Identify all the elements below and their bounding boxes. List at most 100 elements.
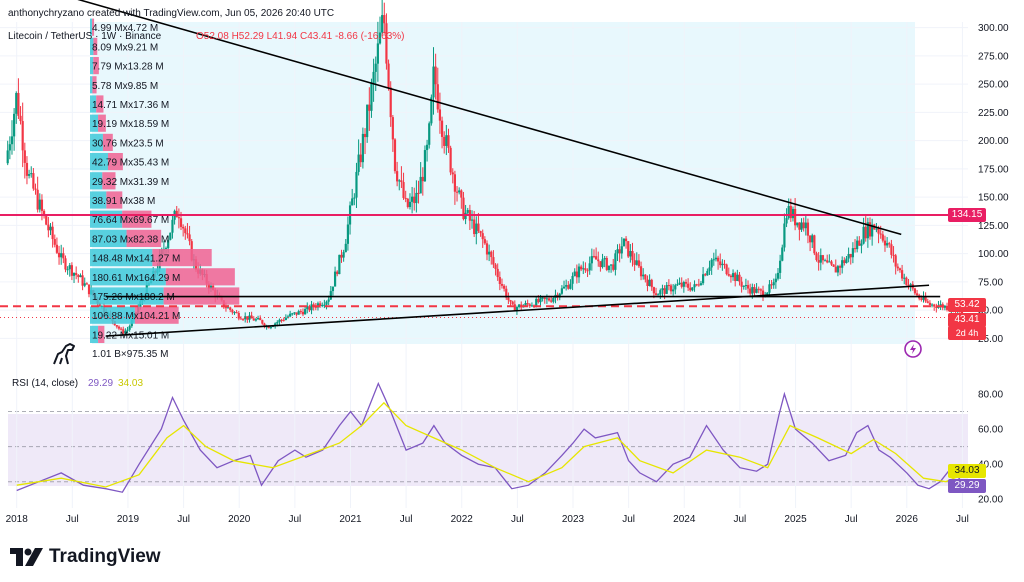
candle-body [301, 311, 305, 315]
candle-body [336, 271, 339, 275]
candle-body [355, 171, 358, 198]
candle-body [517, 304, 521, 308]
candle-body [19, 115, 22, 122]
vp-row-label: 106.88 Mx104.21 M [92, 311, 180, 322]
candle-body [654, 293, 658, 295]
vp-down-bar [93, 37, 98, 55]
candle-body [776, 272, 780, 279]
candle-body [599, 261, 602, 268]
candle-body [601, 259, 604, 268]
candle-body [252, 318, 255, 321]
vp-down-bar [126, 229, 162, 247]
candle-body [738, 274, 741, 282]
candle-body [342, 252, 345, 258]
candle-body [351, 198, 354, 206]
rsi-ma-line [16, 401, 963, 488]
candle-body [622, 238, 626, 247]
candle-body [505, 288, 508, 298]
candle-body [470, 219, 474, 221]
candle-body [239, 318, 243, 320]
time-tick-label: 2020 [228, 514, 251, 525]
candle-body [98, 303, 101, 307]
candle-body [49, 226, 52, 231]
lightning-icon[interactable] [904, 340, 922, 358]
candle-body [128, 326, 131, 330]
tradingview-logo[interactable]: TradingView [10, 544, 161, 570]
candle-body [877, 228, 880, 234]
candle-body [731, 273, 735, 278]
candle-body [293, 312, 296, 314]
last-price-badge: 43.41 [948, 313, 986, 327]
candle-body [169, 232, 172, 240]
candle-body [246, 316, 249, 320]
price-tick-label: 175.00 [978, 164, 1009, 175]
candle-body [244, 316, 247, 320]
candle-body [64, 258, 67, 270]
vp-down-bar [98, 325, 105, 343]
vp-down-bar [98, 114, 106, 132]
candle-body [308, 306, 311, 311]
candle-body [53, 239, 56, 245]
vp-up-bar [90, 57, 94, 75]
candle-body [894, 255, 897, 267]
candle-body [261, 320, 264, 324]
time-tick-label: Jul [66, 514, 79, 525]
candle-body [721, 263, 724, 266]
rsi-line [16, 381, 963, 493]
candle-body [126, 329, 129, 331]
candle-body [800, 222, 803, 230]
dino-icon [53, 343, 75, 365]
rsi-tick-label: 40.00 [978, 460, 1003, 471]
candle-body [744, 285, 747, 287]
candle-body [182, 226, 185, 229]
candle-body [383, 15, 386, 24]
rsi-tick-label: 60.00 [978, 425, 1003, 436]
candle-body [862, 226, 865, 244]
candle-body [425, 144, 429, 151]
candle-body [40, 199, 44, 211]
price-tick-label: 250.00 [978, 80, 1009, 91]
candle-body [66, 269, 69, 271]
candle-body [85, 283, 88, 285]
candle-body [413, 196, 416, 204]
candle-body [785, 218, 788, 224]
candle-body [828, 261, 831, 263]
candle-body [473, 219, 476, 235]
vp-row-label: 19.19 Mx18.59 M [92, 119, 169, 130]
candle-body [417, 192, 420, 194]
candle-body [770, 284, 773, 286]
candle-body [719, 261, 722, 266]
candle-body [631, 250, 634, 261]
vp-down-bar [152, 249, 212, 267]
symbol-title[interactable]: Litecoin / TetherUS · 1W · Binance [8, 31, 162, 42]
candle-body [528, 304, 531, 307]
candle-body [436, 84, 439, 110]
candle-body [924, 296, 927, 302]
candle-body [498, 277, 501, 285]
vp-row-label: 7.79 Mx13.28 M [92, 62, 164, 73]
candle-body [704, 274, 707, 276]
rsi-ma-badge: 34.03 [948, 464, 986, 478]
candle-body [755, 288, 758, 293]
vp-up-bar [90, 95, 97, 113]
candle-body [423, 150, 427, 182]
candle-body [875, 228, 878, 230]
candle-body [657, 294, 660, 296]
candle-body [466, 210, 469, 213]
candle-body [573, 271, 576, 276]
candle-body [310, 304, 313, 311]
candle-body [432, 66, 435, 98]
candle-body [391, 117, 394, 140]
candle-body [860, 243, 863, 246]
price-tick-label: 275.00 [978, 51, 1009, 62]
vp-up-bar [90, 76, 93, 94]
rsi-label[interactable]: RSI (14, close) [12, 378, 79, 389]
candle-body [667, 285, 670, 287]
candle-body [849, 253, 852, 258]
vp-up-bar [90, 172, 103, 190]
candle-body [774, 278, 777, 283]
candle-body [449, 147, 452, 173]
candle-body [479, 231, 482, 234]
candle-body [665, 285, 668, 294]
candle-body [327, 299, 330, 302]
